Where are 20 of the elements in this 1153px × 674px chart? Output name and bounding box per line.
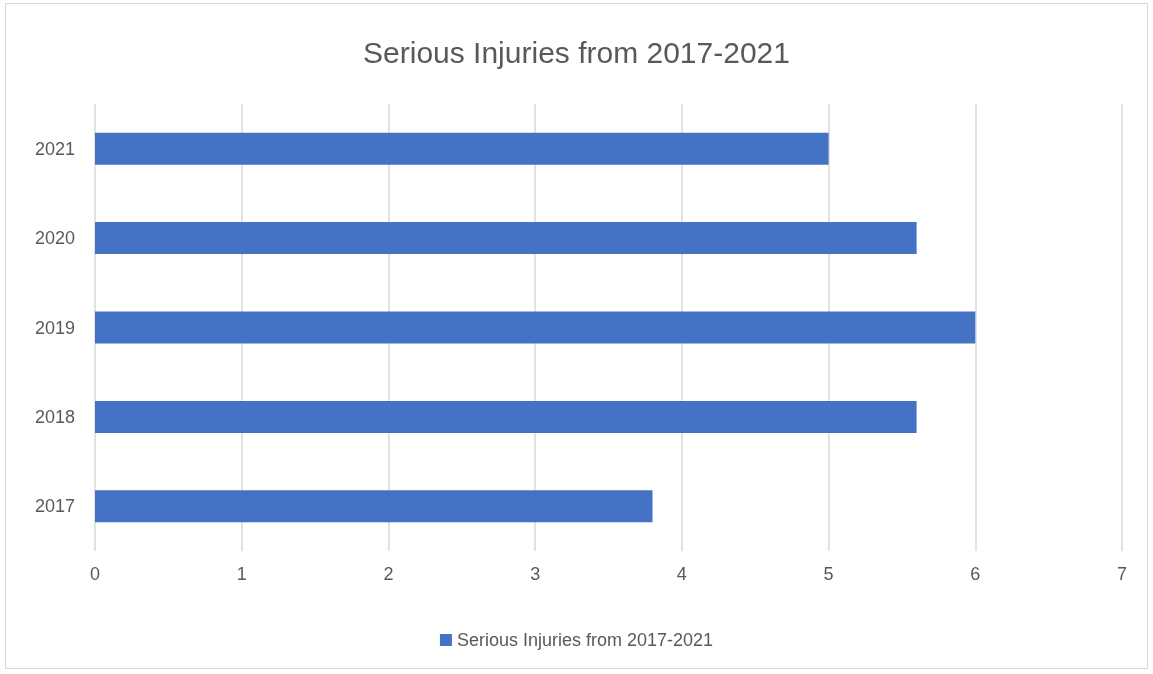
x-tick-label: 6 (970, 564, 981, 584)
y-tick-label: 2020 (34, 228, 75, 249)
y-tick-label: 2021 (34, 138, 75, 159)
y-tick-label: 2017 (34, 496, 75, 517)
bar (95, 490, 653, 523)
chart-title: Serious Injuries from 2017-2021 (363, 35, 790, 69)
bar (95, 222, 917, 255)
bar (95, 311, 976, 344)
x-tick-label: 7 (1116, 564, 1128, 584)
x-tick-label: 0 (89, 564, 101, 584)
x-tick-label: 4 (676, 564, 687, 584)
y-tick-label: 2019 (34, 317, 75, 338)
y-tick-label: 2018 (34, 406, 75, 427)
x-tick-label: 3 (530, 564, 541, 584)
legend-label: Serious Injuries from 2017-2021 (456, 630, 714, 650)
bar (95, 400, 917, 433)
x-tick-label: 5 (823, 564, 834, 584)
x-tick-label: 2 (383, 564, 394, 584)
bar (95, 132, 829, 165)
x-tick-label: 1 (236, 564, 247, 584)
